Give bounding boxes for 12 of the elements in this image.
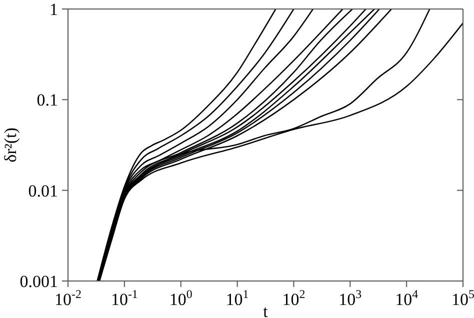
x-axis-title: t — [263, 302, 268, 318]
x-tick-label: 10$^{4}$ — [395, 287, 418, 309]
y-tick-label: 0.1 — [36, 90, 58, 110]
x-tick-label: 10$^{3}$ — [338, 287, 362, 309]
y-tick-label: 1 — [50, 0, 58, 19]
x-tick-label: 10$^{5}$ — [452, 287, 474, 309]
x-tick-label: 10$^{2}$ — [282, 287, 306, 309]
x-tick-label: 10$^{-1}$ — [110, 287, 138, 309]
x-tick-label: 10$^{1}$ — [226, 287, 249, 309]
x-tick-label: 10$^{0}$ — [169, 287, 192, 309]
y-tick-label: 0.01 — [28, 181, 58, 200]
y-axis-title: δr²(t) — [1, 128, 20, 162]
